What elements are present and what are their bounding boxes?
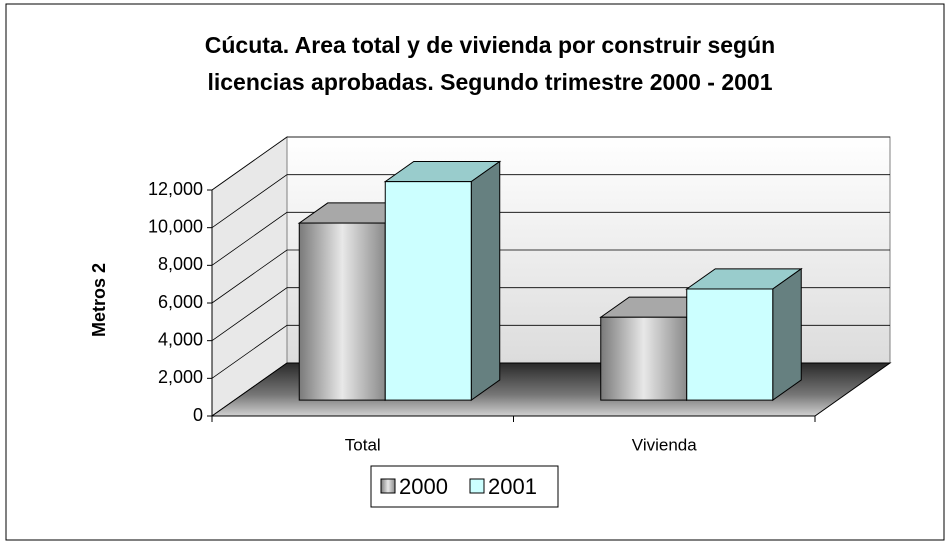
- chart-subtitle: licencias aprobadas. Segundo trimestre 2…: [207, 69, 772, 95]
- bar: [685, 267, 803, 402]
- y-tick-label: 4,000: [158, 329, 203, 349]
- bar-front: [686, 288, 774, 401]
- bar-front: [384, 181, 472, 401]
- y-tick-label: 8,000: [158, 254, 203, 274]
- x-tick-label: Vivienda: [632, 435, 697, 454]
- legend-label: 2000: [399, 474, 448, 499]
- x-tick-label: Total: [345, 435, 381, 454]
- legend-label: 2001: [488, 474, 537, 499]
- grid-line: [211, 211, 890, 266]
- y-axis-label: Metros 2: [89, 263, 109, 337]
- legend-swatch: [380, 478, 396, 494]
- chart-title: Cúcuta. Area total y de vivienda por con…: [205, 32, 775, 58]
- y-tick-label: 6,000: [158, 292, 203, 312]
- legend-swatch: [469, 478, 485, 494]
- chart-frame: [5, 3, 945, 541]
- grid-line: [211, 249, 890, 304]
- y-tick-label: 0: [193, 405, 203, 425]
- bar-side: [772, 267, 802, 402]
- bar-front: [600, 316, 688, 401]
- y-tick-label: 2,000: [158, 367, 203, 387]
- bar-side: [470, 160, 501, 402]
- grid-line: [211, 174, 890, 228]
- legend: [370, 465, 559, 508]
- bar: [383, 160, 502, 402]
- bar-front: [298, 222, 386, 401]
- y-tick-label: 10,000: [148, 216, 203, 236]
- y-tick-label: 12,000: [148, 179, 203, 199]
- grid-line: [211, 136, 890, 191]
